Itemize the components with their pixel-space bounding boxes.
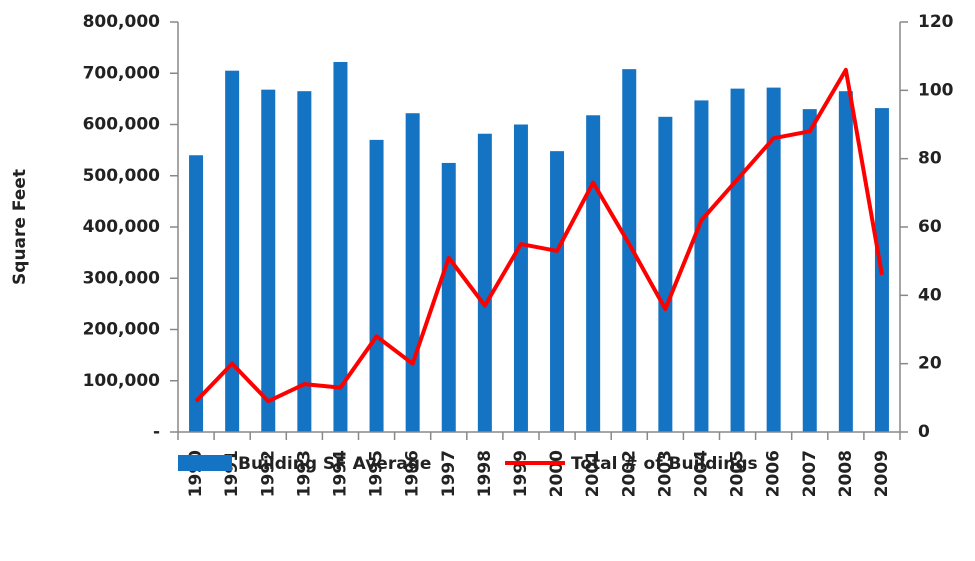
bar	[441, 162, 456, 432]
x-tick-label: 1998	[475, 450, 495, 497]
y-tick-label: 300,000	[83, 268, 161, 288]
x-tick-label: 2005	[728, 450, 748, 497]
bar	[766, 87, 781, 432]
x-tick-label: 2000	[547, 450, 567, 497]
x-tick-label: 1996	[403, 450, 423, 497]
bar	[622, 69, 637, 433]
y2-tick-label: 80	[918, 149, 942, 169]
y-tick-label: 200,000	[83, 320, 161, 340]
y-tick-label: 500,000	[83, 166, 161, 186]
line	[194, 67, 884, 404]
bar	[477, 133, 492, 432]
bar	[550, 151, 565, 432]
y-tick-label: 400,000	[83, 217, 161, 237]
bar	[730, 88, 745, 432]
x-tick-label: 2009	[872, 450, 892, 497]
y-tick-label: 800,000	[83, 12, 161, 32]
y2-tick-label: 40	[918, 285, 942, 305]
y-axis-label: Square Feet	[10, 169, 30, 285]
bar	[369, 139, 384, 432]
y-tick-label: -	[153, 422, 160, 442]
bar	[802, 109, 817, 432]
bar	[405, 113, 420, 432]
x-tick-label: 2006	[764, 450, 784, 497]
bar	[694, 100, 709, 432]
x-tick-label: 1993	[294, 450, 314, 497]
bar	[333, 61, 348, 432]
legend-label: Total # of Buildings	[571, 454, 758, 474]
y-tick-label: 100,000	[83, 371, 161, 391]
x-tick-label: 2008	[836, 450, 856, 497]
legend-swatch	[178, 455, 232, 471]
y2-tick-label: 60	[918, 217, 942, 237]
x-tick-label: 2002	[619, 450, 639, 497]
bar	[658, 116, 673, 432]
bar	[189, 155, 204, 432]
y2-tick-label: 20	[918, 354, 942, 374]
y2-tick-label: 0	[918, 422, 930, 442]
y2-tick-label: 100	[918, 80, 954, 100]
bar	[838, 91, 853, 432]
bar	[297, 91, 312, 432]
x-tick-label: 2004	[691, 450, 711, 497]
y2-tick-label: 120	[918, 12, 954, 32]
bar	[513, 124, 528, 432]
x-tick-label: 2003	[655, 450, 675, 497]
x-tick-label: 1999	[511, 450, 531, 497]
x-tick-label: 2001	[583, 450, 603, 497]
bar	[225, 70, 240, 432]
y-tick-label: 600,000	[83, 115, 161, 135]
y-tick-label: 700,000	[83, 63, 161, 83]
x-tick-label: 1997	[439, 450, 459, 497]
x-tick-label: 1995	[367, 450, 387, 497]
x-tick-label: 2007	[800, 450, 820, 497]
x-tick-label: 1992	[258, 450, 278, 497]
bar	[586, 115, 601, 433]
legend-label: Building SF Average	[238, 454, 431, 474]
bar	[261, 89, 276, 433]
x-tick-label: 1994	[330, 450, 350, 497]
